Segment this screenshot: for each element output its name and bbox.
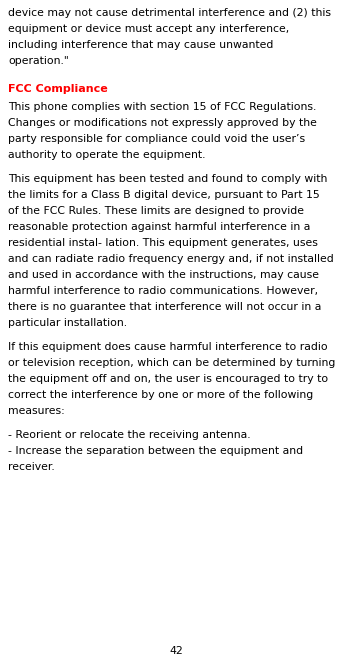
Text: residential instal- lation. This equipment generates, uses: residential instal- lation. This equipme… — [8, 238, 318, 248]
Text: 42: 42 — [169, 646, 183, 656]
Text: reasonable protection against harmful interference in a: reasonable protection against harmful in… — [8, 222, 310, 232]
Text: Changes or modifications not expressly approved by the: Changes or modifications not expressly a… — [8, 118, 317, 127]
Text: This equipment has been tested and found to comply with: This equipment has been tested and found… — [8, 173, 327, 184]
Text: there is no guarantee that interference will not occur in a: there is no guarantee that interference … — [8, 301, 321, 311]
Text: FCC Compliance: FCC Compliance — [8, 84, 108, 94]
Text: receiver.: receiver. — [8, 461, 55, 471]
Text: particular installation.: particular installation. — [8, 317, 127, 327]
Text: authority to operate the equipment.: authority to operate the equipment. — [8, 149, 206, 159]
Text: - Reorient or relocate the receiving antenna.: - Reorient or relocate the receiving ant… — [8, 430, 251, 440]
Text: correct the interference by one or more of the following: correct the interference by one or more … — [8, 390, 313, 400]
Text: and used in accordance with the instructions, may cause: and used in accordance with the instruct… — [8, 270, 319, 280]
Text: - Increase the separation between the equipment and: - Increase the separation between the eq… — [8, 446, 303, 456]
Text: of the FCC Rules. These limits are designed to provide: of the FCC Rules. These limits are desig… — [8, 206, 304, 216]
Text: This phone complies with section 15 of FCC Regulations.: This phone complies with section 15 of F… — [8, 102, 316, 112]
Text: including interference that may cause unwanted: including interference that may cause un… — [8, 40, 274, 50]
Text: equipment or device must accept any interference,: equipment or device must accept any inte… — [8, 24, 289, 34]
Text: party responsible for compliance could void the user’s: party responsible for compliance could v… — [8, 133, 305, 143]
Text: If this equipment does cause harmful interference to radio: If this equipment does cause harmful int… — [8, 341, 328, 352]
Text: the limits for a Class B digital device, pursuant to Part 15: the limits for a Class B digital device,… — [8, 190, 320, 200]
Text: device may not cause detrimental interference and (2) this: device may not cause detrimental interfe… — [8, 8, 331, 18]
Text: and can radiate radio frequency energy and, if not installed: and can radiate radio frequency energy a… — [8, 254, 334, 264]
Text: operation.": operation." — [8, 56, 69, 66]
Text: measures:: measures: — [8, 406, 65, 416]
Text: or television reception, which can be determined by turning: or television reception, which can be de… — [8, 358, 335, 368]
Text: harmful interference to radio communications. However,: harmful interference to radio communicat… — [8, 286, 318, 295]
Text: the equipment off and on, the user is encouraged to try to: the equipment off and on, the user is en… — [8, 374, 328, 384]
